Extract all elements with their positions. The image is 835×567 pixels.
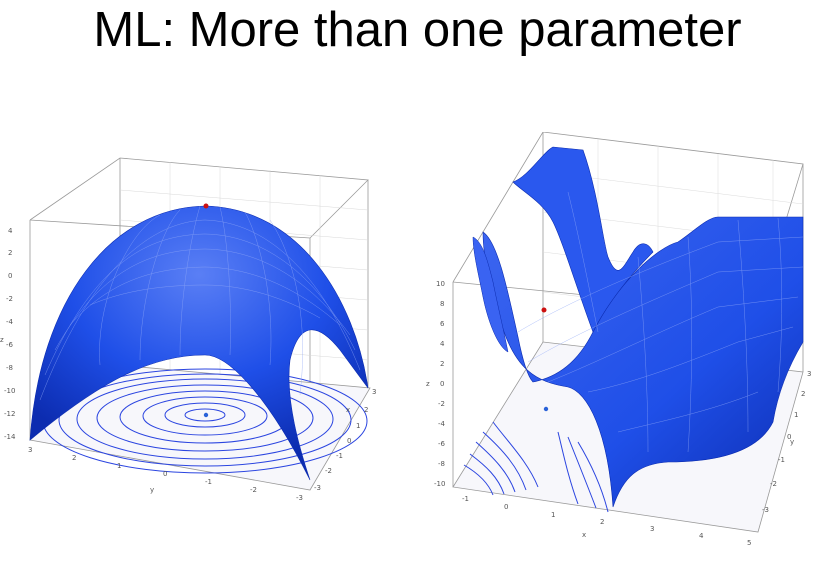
svg-text:-10: -10 (4, 387, 15, 395)
svg-text:-3: -3 (296, 494, 303, 502)
y-axis-label: y (150, 486, 154, 494)
svg-text:-3: -3 (762, 506, 769, 514)
svg-text:5: 5 (747, 539, 751, 547)
z-axis-label: z (0, 336, 4, 344)
svg-text:-10: -10 (434, 480, 445, 488)
svg-text:-1: -1 (462, 495, 469, 503)
surface-fold (472, 236, 509, 353)
slide-title: ML: More than one parameter (93, 3, 742, 57)
y-axis-ticks: 3 2 1 0 -1 -2 -3 (762, 370, 811, 514)
x-axis-ticks: -1 0 1 2 3 4 5 (462, 495, 751, 547)
surface-ridge (512, 146, 654, 333)
local-optimum-point (541, 307, 547, 313)
x-axis-label: x (346, 406, 350, 414)
y-axis-ticks: 3 2 1 0 -1 -2 -3 (28, 446, 303, 502)
x-axis-ticks: 3 2 1 0 -1 -2 -3 (314, 388, 376, 492)
svg-text:2: 2 (801, 390, 805, 398)
z-axis-ticks: 10 8 6 4 2 0 -2 -4 -6 -8 -10 (434, 280, 446, 488)
svg-text:3: 3 (28, 446, 32, 454)
paraboloid-3d-plot: 4 2 0 -2 -4 -6 -8 -10 -12 -14 z 3 2 1 0 … (0, 150, 400, 510)
svg-text:0: 0 (347, 437, 351, 445)
svg-text:-2: -2 (250, 486, 257, 494)
svg-text:-1: -1 (778, 456, 785, 464)
svg-text:2: 2 (600, 518, 604, 526)
maximum-point (203, 203, 209, 209)
z-axis-label: z (426, 380, 430, 388)
svg-text:2: 2 (440, 360, 444, 368)
svg-text:-6: -6 (438, 440, 446, 448)
svg-text:0: 0 (163, 470, 167, 478)
y-axis-label: y (790, 438, 794, 446)
svg-text:3: 3 (650, 525, 654, 533)
surface-mesh (517, 191, 804, 453)
multimodal-3d-plot: 10 8 6 4 2 0 -2 -4 -6 -8 -10 z -1 0 1 2 … (418, 131, 835, 562)
svg-text:-8: -8 (438, 460, 445, 468)
svg-text:-2: -2 (770, 480, 777, 488)
projected-optimum-point (543, 406, 549, 412)
svg-text:2: 2 (8, 249, 12, 257)
svg-text:3: 3 (372, 388, 376, 396)
svg-text:-4: -4 (438, 420, 446, 428)
svg-text:4: 4 (440, 340, 445, 348)
svg-text:1: 1 (794, 411, 798, 419)
svg-text:0: 0 (440, 380, 444, 388)
svg-text:-4: -4 (6, 318, 14, 326)
svg-text:1: 1 (117, 462, 121, 470)
svg-text:2: 2 (72, 454, 76, 462)
z-axis-ticks: 4 2 0 -2 -4 -6 -8 -10 -12 -14 (4, 227, 16, 441)
svg-text:-6: -6 (6, 341, 14, 349)
svg-text:-1: -1 (336, 452, 343, 460)
svg-text:4: 4 (699, 532, 704, 540)
svg-text:-2: -2 (6, 295, 13, 303)
svg-text:-2: -2 (325, 467, 332, 475)
svg-text:6: 6 (440, 320, 445, 328)
svg-text:8: 8 (440, 300, 444, 308)
svg-text:0: 0 (787, 433, 791, 441)
svg-text:-12: -12 (4, 410, 15, 418)
svg-text:10: 10 (436, 280, 445, 288)
svg-text:1: 1 (551, 511, 555, 519)
contour-lines (463, 421, 609, 513)
paraboloid-surface (29, 205, 369, 481)
svg-text:-2: -2 (438, 400, 445, 408)
x-axis-label: x (582, 531, 586, 539)
svg-text:-1: -1 (205, 478, 212, 486)
svg-text:0: 0 (504, 503, 508, 511)
svg-text:-3: -3 (314, 484, 321, 492)
svg-text:2: 2 (364, 406, 368, 414)
svg-text:1: 1 (356, 422, 360, 430)
multimodal-surface (482, 216, 804, 508)
svg-text:-8: -8 (6, 364, 13, 372)
svg-text:-14: -14 (4, 433, 16, 441)
svg-text:0: 0 (8, 272, 12, 280)
surface-mesh (39, 205, 361, 401)
projected-maximum-point (203, 412, 209, 418)
svg-text:4: 4 (8, 227, 13, 235)
svg-text:3: 3 (807, 370, 811, 378)
